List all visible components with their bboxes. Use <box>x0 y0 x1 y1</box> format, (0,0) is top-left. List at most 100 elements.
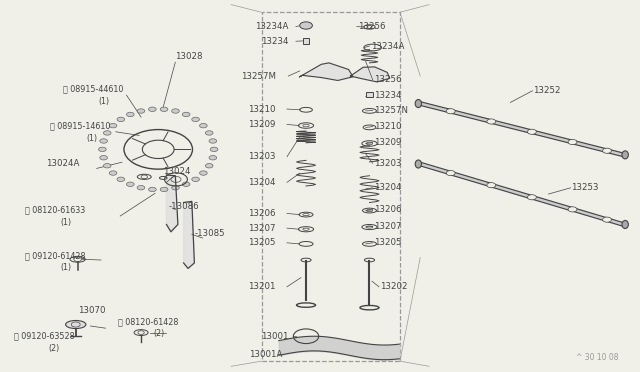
Text: Ⓣ 08915-14610: Ⓣ 08915-14610 <box>51 121 111 130</box>
Text: 13028: 13028 <box>175 52 203 61</box>
Text: 13201: 13201 <box>248 282 276 291</box>
Text: Ⓑ 08120-61633: Ⓑ 08120-61633 <box>25 206 85 215</box>
Text: -13086: -13086 <box>169 202 200 211</box>
Text: 13001A: 13001A <box>248 350 282 359</box>
Circle shape <box>527 195 536 200</box>
Text: 13206: 13206 <box>248 209 276 218</box>
Polygon shape <box>166 175 178 232</box>
Text: (1): (1) <box>86 134 98 143</box>
Circle shape <box>100 139 108 143</box>
Text: 13205: 13205 <box>248 238 276 247</box>
Circle shape <box>137 186 145 190</box>
Text: 13209: 13209 <box>248 120 276 129</box>
Text: 13204: 13204 <box>248 178 276 187</box>
Text: 13205: 13205 <box>374 238 401 247</box>
Text: 13202: 13202 <box>380 282 408 291</box>
Circle shape <box>209 139 216 143</box>
Bar <box>303 38 309 44</box>
Circle shape <box>117 177 125 182</box>
Polygon shape <box>351 67 390 82</box>
Text: (1): (1) <box>60 263 71 272</box>
Circle shape <box>182 112 190 117</box>
Circle shape <box>182 182 190 186</box>
Circle shape <box>99 147 106 151</box>
Text: 13253: 13253 <box>571 183 598 192</box>
Text: (1): (1) <box>98 97 109 106</box>
Text: 13210: 13210 <box>374 122 401 131</box>
Text: Ⓑ 09120-61428: Ⓑ 09120-61428 <box>25 251 86 260</box>
Circle shape <box>446 170 455 176</box>
Text: Ⓑ 08120-61428: Ⓑ 08120-61428 <box>118 317 179 326</box>
Circle shape <box>209 155 216 160</box>
Text: 13207: 13207 <box>374 222 401 231</box>
Text: 13234A: 13234A <box>371 42 404 51</box>
Circle shape <box>137 109 145 113</box>
Text: Ⓣ 08915-44610: Ⓣ 08915-44610 <box>63 85 124 94</box>
Circle shape <box>148 107 156 112</box>
Circle shape <box>172 109 179 113</box>
Circle shape <box>603 148 611 153</box>
Ellipse shape <box>415 100 422 108</box>
Text: 13234: 13234 <box>260 37 288 46</box>
Circle shape <box>109 124 117 128</box>
Circle shape <box>109 171 117 175</box>
Text: 13204: 13204 <box>374 183 401 192</box>
Polygon shape <box>420 102 623 157</box>
Circle shape <box>300 22 312 29</box>
Circle shape <box>100 155 108 160</box>
Circle shape <box>127 112 134 117</box>
Circle shape <box>211 147 218 151</box>
Text: 13070: 13070 <box>77 306 105 315</box>
Circle shape <box>148 187 156 192</box>
Text: 13001: 13001 <box>260 332 288 341</box>
Text: ^ 30 10 08: ^ 30 10 08 <box>576 353 618 362</box>
Circle shape <box>200 171 207 175</box>
Circle shape <box>172 186 179 190</box>
Ellipse shape <box>622 151 628 159</box>
Text: 13203: 13203 <box>248 152 276 161</box>
Text: 13256: 13256 <box>374 75 401 84</box>
Text: (2): (2) <box>154 330 165 339</box>
Ellipse shape <box>415 160 422 168</box>
Ellipse shape <box>622 221 628 228</box>
Polygon shape <box>184 201 195 269</box>
Circle shape <box>568 140 577 145</box>
Circle shape <box>160 187 168 192</box>
Circle shape <box>568 207 577 212</box>
Text: 13252: 13252 <box>532 86 560 95</box>
Circle shape <box>487 183 496 188</box>
Text: 13024: 13024 <box>163 167 190 176</box>
Bar <box>366 92 372 97</box>
Text: 13257M: 13257M <box>241 71 276 81</box>
Ellipse shape <box>65 321 86 328</box>
Circle shape <box>192 177 200 182</box>
Circle shape <box>192 117 200 122</box>
Polygon shape <box>420 162 623 226</box>
Circle shape <box>160 107 168 112</box>
Text: 13207: 13207 <box>248 224 276 232</box>
Polygon shape <box>300 63 353 80</box>
Circle shape <box>117 117 125 122</box>
Text: -13085: -13085 <box>195 229 225 238</box>
Circle shape <box>527 129 536 134</box>
Circle shape <box>603 217 611 222</box>
Circle shape <box>104 164 111 168</box>
Text: 13024A: 13024A <box>46 160 79 169</box>
Circle shape <box>487 119 496 124</box>
Text: 13203: 13203 <box>374 159 401 168</box>
Text: Ⓑ 09120-63528: Ⓑ 09120-63528 <box>14 332 75 341</box>
Text: 13234A: 13234A <box>255 22 288 31</box>
Circle shape <box>205 164 213 168</box>
Circle shape <box>104 131 111 135</box>
Text: (1): (1) <box>60 218 71 227</box>
Circle shape <box>127 182 134 186</box>
Circle shape <box>205 131 213 135</box>
Text: 13257N: 13257N <box>374 106 408 115</box>
Text: 13209: 13209 <box>374 138 401 147</box>
Text: 13256: 13256 <box>358 22 385 31</box>
Circle shape <box>200 124 207 128</box>
Circle shape <box>446 109 455 114</box>
Text: (2): (2) <box>49 344 60 353</box>
Text: 13234: 13234 <box>374 91 401 100</box>
Text: 13206: 13206 <box>374 205 401 214</box>
